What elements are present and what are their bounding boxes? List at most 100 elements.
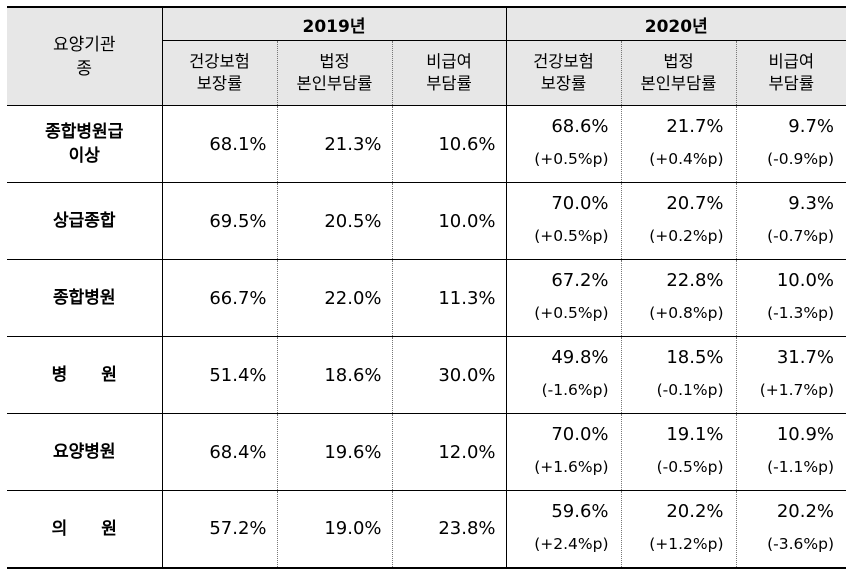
coverage-table-container: 요양기관 종 2019년 2020년 건강보험 보장률 법정 본인부담률 비급여… — [7, 6, 846, 569]
cell-2020-change: (+2.4%p) — [534, 535, 609, 553]
header-2019-statutory-line1: 법정 — [319, 52, 350, 71]
table-row: 의 원 57.2% 19.0% 23.8% 59.6% (+2.4%p) 20.2% (+1.… — [7, 490, 846, 569]
header-category-line1: 요양기관 — [52, 34, 116, 55]
table-row: 병 원 51.4% 18.6% 30.0% 49.8% (-1.6%p) 18.5% (-0.… — [7, 336, 846, 414]
row-category-line1: 종합병원 — [52, 288, 116, 308]
cell-2020-change: (+0.5%p) — [534, 227, 609, 245]
cell-2020-value: 22.8% — [666, 270, 724, 291]
header-2019-coverage-line2: 보장률 — [196, 74, 243, 93]
cell-2019: 21.3% — [276, 105, 392, 183]
cell-2019: 51.4% — [162, 336, 277, 414]
cell-2020-change: (+0.4%p) — [649, 150, 724, 168]
header-category: 요양기관 종 — [7, 6, 163, 106]
header-year-2020: 2020년 — [505, 6, 846, 41]
cell-2019: 10.6% — [391, 105, 507, 183]
cell-2020: 21.7% (+0.4%p) — [620, 105, 736, 183]
cell-2020-value: 10.9% — [776, 424, 834, 445]
row-category: 종합병원 — [7, 259, 163, 337]
cell-2020-value: 20.2% — [776, 501, 834, 522]
cell-2020-change: (+0.5%p) — [534, 150, 609, 168]
row-category-line1: 종합병원급 — [45, 122, 124, 142]
cell-2020-value: 20.2% — [666, 501, 724, 522]
header-2020-noncovered: 비급여 부담률 — [735, 40, 846, 106]
cell-2020-change: (-1.1%p) — [767, 458, 834, 476]
cell-2020: 68.6% (+0.5%p) — [505, 105, 621, 183]
cell-2019: 11.3% — [391, 259, 507, 337]
header-2020-statutory: 법정 본인부담률 — [620, 40, 736, 106]
table-row: 요양병원 68.4% 19.6% 12.0% 70.0% (+1.6%p) 19.1% (-0… — [7, 413, 846, 491]
header-2019-statutory-line2: 본인부담률 — [296, 74, 373, 93]
row-category-line1: 요양병원 — [52, 442, 116, 462]
header-2020-coverage-line1: 건강보험 — [533, 52, 594, 71]
cell-2019: 22.0% — [276, 259, 392, 337]
cell-2020: 22.8% (+0.8%p) — [620, 259, 736, 337]
header-2020-noncovered-line2: 부담률 — [768, 74, 815, 93]
cell-2020: 70.0% (+0.5%p) — [505, 182, 621, 260]
header-2020-statutory-line2: 본인부담률 — [640, 74, 717, 93]
cell-2020-change: (+0.2%p) — [649, 227, 724, 245]
cell-2019: 19.6% — [276, 413, 392, 491]
table-row: 종합병원급 이상 68.1% 21.3% 10.6% 68.6% (+0.5%p) 21.7%… — [7, 105, 846, 183]
cell-2020-change: (-3.6%p) — [767, 535, 834, 553]
row-category: 상급종합 — [7, 182, 163, 260]
header-2020-noncovered-line1: 비급여 — [768, 52, 815, 71]
cell-2020-value: 9.3% — [788, 193, 834, 214]
cell-2019: 68.1% — [162, 105, 277, 183]
cell-2020-value: 68.6% — [551, 116, 609, 137]
cell-2020: 59.6% (+2.4%p) — [505, 490, 621, 569]
header-2020-coverage: 건강보험 보장률 — [505, 40, 621, 106]
header-2019-coverage: 건강보험 보장률 — [162, 40, 277, 106]
coverage-rate-table: 요양기관 종 2019년 2020년 건강보험 보장률 법정 본인부담률 비급여… — [7, 6, 846, 569]
cell-2020-value: 31.7% — [776, 347, 834, 368]
row-category-line1: 의 원 — [51, 518, 117, 539]
cell-2020-change: (+0.5%p) — [534, 304, 609, 322]
cell-2020-value: 49.8% — [551, 347, 609, 368]
cell-2020: 20.7% (+0.2%p) — [620, 182, 736, 260]
cell-2020: 31.7% (+1.7%p) — [735, 336, 846, 414]
cell-2020-change: (-1.3%p) — [767, 304, 834, 322]
cell-2020: 10.0% (-1.3%p) — [735, 259, 846, 337]
cell-2020: 70.0% (+1.6%p) — [505, 413, 621, 491]
header-year-2019: 2019년 — [162, 6, 507, 41]
cell-2020-value: 70.0% — [551, 193, 609, 214]
row-category-line2: 이상 — [68, 146, 100, 166]
cell-2019: 19.0% — [276, 490, 392, 569]
cell-2020: 20.2% (+1.2%p) — [620, 490, 736, 569]
row-category: 병 원 — [7, 336, 163, 414]
header-2019-noncovered-line2: 부담률 — [426, 74, 472, 93]
cell-2020-change: (-0.5%p) — [656, 458, 724, 476]
cell-2020-change: (+1.7%p) — [759, 381, 834, 399]
cell-2019: 18.6% — [276, 336, 392, 414]
cell-2019: 20.5% — [276, 182, 392, 260]
header-2019-noncovered-line1: 비급여 — [426, 52, 472, 71]
header-2019-statutory: 법정 본인부담률 — [276, 40, 392, 106]
row-category: 요양병원 — [7, 413, 163, 491]
header-2019-noncovered: 비급여 부담률 — [391, 40, 507, 106]
cell-2020-value: 70.0% — [551, 424, 609, 445]
cell-2020-change: (-1.6%p) — [541, 381, 609, 399]
cell-2020-change: (+1.2%p) — [649, 535, 724, 553]
cell-2020-value: 59.6% — [551, 501, 609, 522]
cell-2020: 9.3% (-0.7%p) — [735, 182, 846, 260]
table-row: 종합병원 66.7% 22.0% 11.3% 67.2% (+0.5%p) 22.8% (+0… — [7, 259, 846, 337]
cell-2020-value: 10.0% — [776, 270, 834, 291]
cell-2019: 66.7% — [162, 259, 277, 337]
row-category-line1: 병 원 — [51, 365, 117, 385]
row-category: 의 원 — [7, 490, 163, 569]
row-category-line1: 상급종합 — [52, 211, 116, 231]
cell-2019: 12.0% — [391, 413, 507, 491]
cell-2019: 30.0% — [391, 336, 507, 414]
header-2020-statutory-line1: 법정 — [663, 52, 694, 71]
cell-2020-change: (-0.9%p) — [767, 150, 834, 168]
header-2019-coverage-line1: 건강보험 — [189, 52, 250, 71]
cell-2020-change: (+0.8%p) — [649, 304, 724, 322]
cell-2020: 20.2% (-3.6%p) — [735, 490, 846, 569]
header-category-line2: 종 — [76, 58, 93, 79]
cell-2019: 23.8% — [391, 490, 507, 569]
cell-2020-change: (+1.6%p) — [534, 458, 609, 476]
cell-2020-change: (-0.1%p) — [656, 381, 724, 399]
cell-2020: 10.9% (-1.1%p) — [735, 413, 846, 491]
cell-2019: 69.5% — [162, 182, 277, 260]
cell-2019: 57.2% — [162, 490, 277, 569]
